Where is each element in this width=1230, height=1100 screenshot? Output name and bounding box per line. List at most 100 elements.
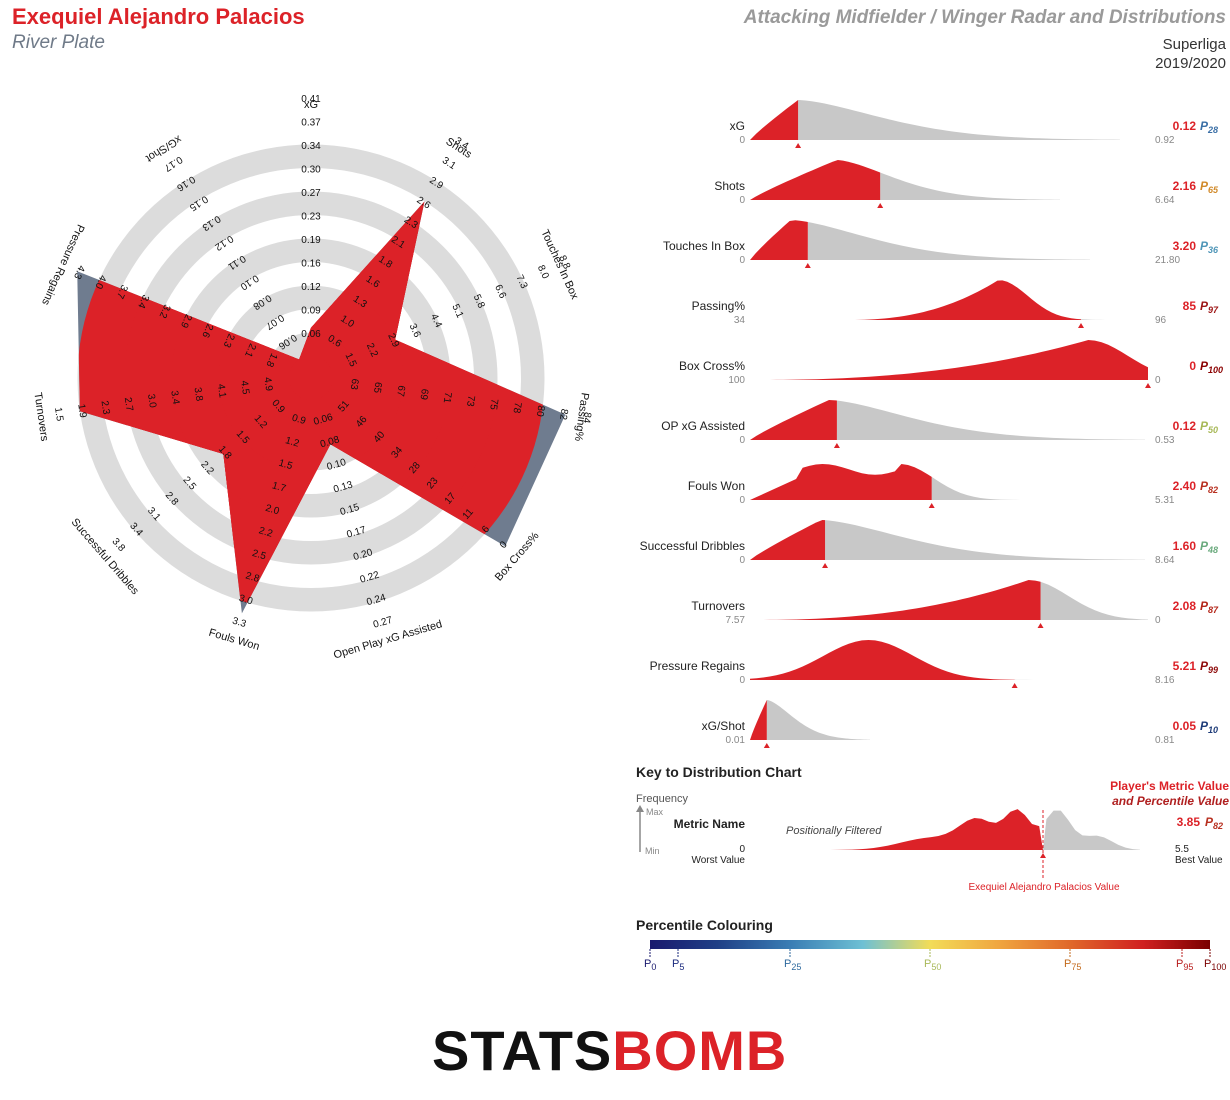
percentile-label: P36 <box>1200 239 1219 255</box>
distribution-row: OP xG Assisted 0 0.53 0.12 P50 <box>661 400 1218 448</box>
player-metric-value: 0.05 <box>1173 719 1197 733</box>
key-title: Key to Distribution Chart <box>636 764 802 780</box>
worst-value: 0 <box>739 195 745 206</box>
distribution-gray-area <box>880 172 1060 200</box>
player-metric-value: 0.12 <box>1173 419 1197 433</box>
radar-tick-label: 2.6 <box>199 322 215 340</box>
percentile-label: P28 <box>1200 119 1218 135</box>
radar-tick-label: 3.6 <box>407 322 423 340</box>
percentile-label: P48 <box>1200 539 1218 555</box>
key-arrow-head <box>636 805 644 812</box>
radar-tick-label: 0.24 <box>365 592 387 608</box>
distribution-red-area <box>750 340 1148 380</box>
radar-tick-label: 0.30 <box>301 165 321 176</box>
percentile-tick-label: P25 <box>784 958 801 972</box>
radar-red-center <box>289 356 333 400</box>
key-player-value-label: Exequiel Alejandro Palacios Value <box>968 882 1119 893</box>
worst-value: 7.57 <box>726 615 746 626</box>
radar-tick-label: 1.5 <box>343 351 359 369</box>
distribution-row: Touches In Box 0 21.80 3.20 P36 <box>663 220 1219 268</box>
value-marker <box>804 263 811 268</box>
radar-tick-label: 6.6 <box>492 283 508 301</box>
value-marker <box>1037 623 1044 628</box>
radar-tick-label: 0.34 <box>301 141 321 152</box>
radar-tick-label: 82 <box>557 408 570 421</box>
key-frequency: Frequency <box>636 793 688 805</box>
distribution-key: Key to Distribution Chart Frequency Max Min… <box>636 764 1229 893</box>
percentile-label: P87 <box>1200 599 1219 615</box>
metric-name: Pressure Regains <box>650 659 745 673</box>
value-marker <box>822 563 829 568</box>
distribution-red-area <box>750 160 881 200</box>
radar-tick-label: 0.13 <box>332 479 354 495</box>
radar-tick-label: 0.27 <box>301 188 321 199</box>
distribution-row: xG/Shot 0.01 0.81 0.05 P10 <box>702 700 1218 748</box>
percentile-label: P99 <box>1200 659 1218 675</box>
radar-tick-label: 1.7 <box>271 480 288 495</box>
distribution-red-area <box>750 700 767 740</box>
distribution-row: Pressure Regains 0 8.16 5.21 P99 <box>650 640 1218 688</box>
distribution-row: Fouls Won 0 5.31 2.40 P82 <box>688 464 1218 508</box>
distribution-gray-area <box>798 100 1120 140</box>
radar-tick-label: 0.09 <box>301 306 321 317</box>
value-marker <box>1078 323 1084 328</box>
distribution-red-area <box>750 464 932 500</box>
key-gray-area <box>1043 810 1140 850</box>
percentile-label: P65 <box>1200 179 1219 195</box>
radar-tick-label: 78 <box>510 401 523 414</box>
player-name: Exequiel Alejandro Palacios <box>12 4 305 29</box>
worst-value: 34 <box>734 315 746 326</box>
radar-tick-label: 0.9 <box>290 413 307 428</box>
radar-tick-label: 65 <box>371 381 384 394</box>
key-value-marker <box>1040 853 1046 858</box>
radar-tick-label: 7.3 <box>514 273 530 291</box>
radar-tick-label: 63 <box>348 378 361 391</box>
worst-value: 100 <box>728 375 745 386</box>
radar-tick-label: 69 <box>417 388 430 401</box>
key-best-label: Best Value <box>1175 855 1223 866</box>
distribution-row: Successful Dribbles 0 8.64 1.60 P48 <box>640 520 1218 568</box>
radar-tick-label: 0.27 <box>372 615 394 631</box>
radar-tick-label: 8.0 <box>535 264 551 282</box>
worst-value: 0 <box>739 555 745 566</box>
player-metric-value: 0.12 <box>1173 119 1197 133</box>
worst-value: 0.01 <box>726 735 746 746</box>
radar-tick-label: 4.1 <box>215 383 228 399</box>
key-header-line1: Player's Metric Value <box>1110 779 1229 793</box>
distribution-gray-area <box>836 400 1145 440</box>
percentile-tick-label: P100 <box>1204 958 1226 972</box>
player-metric-value: 2.40 <box>1173 479 1197 493</box>
metric-name: Turnovers <box>691 599 745 613</box>
distribution-red-area <box>750 220 808 260</box>
radar-tick-label: 1.5 <box>52 407 65 423</box>
distribution-row: xG 0 0.92 0.12 P28 <box>730 100 1218 148</box>
metric-name: Touches In Box <box>663 239 745 253</box>
best-value: 8.16 <box>1155 675 1175 686</box>
key-min: Min <box>645 846 660 856</box>
template-title: Attacking Midfielder / Winger Radar and … <box>743 7 1226 28</box>
key-example-percentile: P82 <box>1205 815 1223 831</box>
team-name: River Plate <box>12 32 105 53</box>
radar-tick-label: 0.37 <box>301 118 321 129</box>
value-marker <box>763 743 770 748</box>
radar-tick-label: 84 <box>580 411 593 424</box>
percentile-tick-label: P75 <box>1064 958 1081 972</box>
radar-tick-label: 3.2 <box>156 302 172 320</box>
radar-tick-label: 3.3 <box>231 616 248 631</box>
radar-tick-label: 67 <box>394 385 407 398</box>
distribution-red-area <box>750 580 1041 620</box>
radar-tick-label: 2.1 <box>242 341 258 359</box>
player-metric-value: 1.60 <box>1173 539 1197 553</box>
radar-tick-label: 3.7 <box>114 283 130 301</box>
best-value: 6.64 <box>1155 195 1175 206</box>
radar-tick-label: 0.23 <box>301 212 321 223</box>
worst-value: 0 <box>739 135 745 146</box>
distribution-red-area <box>750 400 837 440</box>
distribution-row: Shots 0 6.64 2.16 P65 <box>714 160 1219 208</box>
metric-name: Successful Dribbles <box>640 539 745 553</box>
best-value: 0.53 <box>1155 435 1175 446</box>
logo-part-bomb: BOMB <box>612 1019 788 1082</box>
metric-name: Fouls Won <box>688 479 745 493</box>
radar-tick-label: 2.9 <box>385 332 401 350</box>
